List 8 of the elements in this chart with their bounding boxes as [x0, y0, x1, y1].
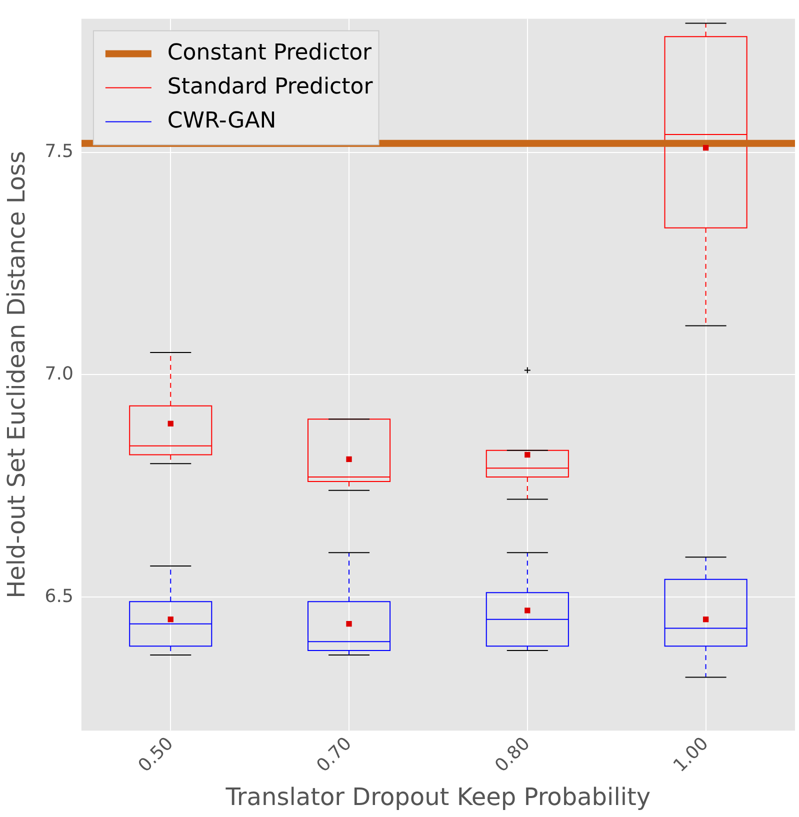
y-axis-title: Held-out Set Euclidean Distance Loss [2, 150, 31, 598]
y-tick-label: 7.0 [44, 363, 74, 384]
legend-label: CWR-GAN [167, 108, 276, 134]
legend-label: Constant Predictor [167, 40, 373, 66]
y-tick-label: 6.5 [44, 586, 74, 607]
y-tick-label: 7.5 [44, 140, 74, 162]
legend-label: Standard Predictor [167, 74, 374, 100]
x-axis-title: Translator Dropout Keep Probability [224, 782, 651, 811]
